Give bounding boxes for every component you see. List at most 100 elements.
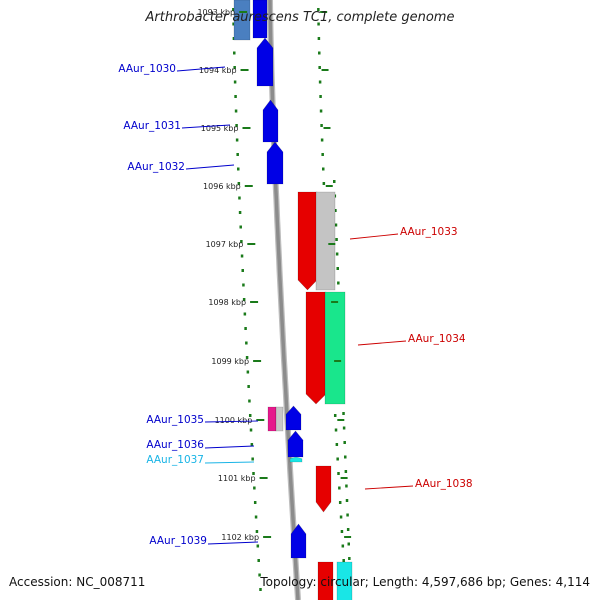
ring-dot xyxy=(240,240,243,243)
ring-dot xyxy=(245,341,248,345)
ring-dot xyxy=(232,37,236,40)
scale-label: 1099 kbp xyxy=(211,357,249,366)
scale-label: 1098 kbp xyxy=(208,298,246,307)
scale-tick xyxy=(263,536,272,538)
scale-tick xyxy=(344,536,352,538)
ring-dot xyxy=(345,499,349,502)
ring-dot xyxy=(342,412,345,415)
gene-label: AAur_1039 xyxy=(149,535,207,547)
ring-dot xyxy=(344,470,348,473)
ring-dot xyxy=(257,559,260,562)
gene-label: AAur_1034 xyxy=(408,333,466,345)
ring-dot xyxy=(346,528,350,531)
ring-dot xyxy=(237,182,241,185)
ring-dot xyxy=(318,51,321,55)
ring-dot xyxy=(334,428,338,432)
ring-dot xyxy=(232,8,235,11)
ring-dot xyxy=(342,559,345,562)
scale-tick xyxy=(242,127,251,129)
gene-bottom-alt xyxy=(336,561,353,600)
ring-dot xyxy=(242,298,246,301)
gene-label: AAur_1038 xyxy=(415,478,473,490)
scale-ticks: 1093 kbp 1094 kbp 1095 kbp 1096 kbp 1097 kbp… xyxy=(197,8,352,542)
gene-aaur-1030 xyxy=(256,37,274,87)
ring-dot xyxy=(348,557,351,560)
scale-tick xyxy=(259,477,268,479)
ring-dot xyxy=(245,356,249,359)
ring-dot xyxy=(246,370,250,374)
gene-label-leader xyxy=(364,485,414,490)
ring-dot xyxy=(238,196,241,200)
gene-aaur-1032 xyxy=(266,141,284,185)
gene-aaur-1039 xyxy=(290,523,307,559)
scale-tick xyxy=(240,69,249,71)
ring-dot xyxy=(338,486,341,490)
ring-dot xyxy=(345,484,348,488)
ring-dot xyxy=(346,513,349,517)
gene-aaur-1037 xyxy=(289,456,303,463)
ring-dot xyxy=(249,428,253,432)
ring-dot xyxy=(243,312,247,316)
ring-dot xyxy=(248,414,252,417)
ring-dot xyxy=(232,22,235,26)
gene-aaur-1038 xyxy=(315,465,332,513)
scale-label: 1102 kbp xyxy=(221,533,259,542)
scale-label: 1097 kbp xyxy=(206,240,244,249)
scale-tick xyxy=(337,419,345,421)
gene-aaur-1034-alt xyxy=(324,291,346,405)
ring-dot xyxy=(247,385,250,388)
map-title: Arthrobacter aurescens TC1, complete gen… xyxy=(145,10,455,25)
gene-aaur-1034 xyxy=(305,291,327,405)
ring-dot xyxy=(238,211,242,214)
ring-dot xyxy=(322,182,326,185)
ring-dot xyxy=(318,80,322,84)
topology-text: Topology: circular; Length: 4,597,686 bp… xyxy=(260,575,590,589)
ring-dot xyxy=(319,109,323,113)
gene-top-forward xyxy=(252,0,268,39)
scale-tick xyxy=(328,243,336,245)
ring-dot xyxy=(254,515,258,519)
ring-dot xyxy=(252,472,255,475)
ring-dot xyxy=(334,209,337,212)
gene-label: AAur_1037 xyxy=(146,454,204,466)
scale-tick xyxy=(323,127,331,129)
gene-features xyxy=(233,0,353,600)
gene-aaur-1033 xyxy=(297,191,318,291)
gene-label: AAur_1033 xyxy=(400,226,458,238)
scale-label: 1093 kbp xyxy=(197,8,235,17)
gene-aaur-1033-shadow xyxy=(315,191,336,291)
ring-dot xyxy=(338,501,342,504)
scale-label: 1100 kbp xyxy=(215,416,253,425)
gene-label-leader xyxy=(204,445,255,449)
ring-dot xyxy=(240,254,244,258)
gene-label: AAur_1030 xyxy=(118,63,176,75)
gene-aaur-1031 xyxy=(262,99,279,143)
scale-tick xyxy=(331,301,339,303)
ring-dot xyxy=(259,588,262,591)
ring-dot xyxy=(241,269,244,272)
gene-label-leader xyxy=(207,541,259,545)
ring-dot xyxy=(258,573,261,577)
ring-dot xyxy=(236,153,239,156)
ring-dot xyxy=(320,138,324,142)
scale-label: 1101 kbp xyxy=(218,474,256,483)
ring-dot xyxy=(239,225,242,229)
ring-dot xyxy=(340,530,344,533)
ring-dot xyxy=(337,472,340,475)
ring-dot xyxy=(334,223,338,227)
ring-dot xyxy=(233,80,237,84)
scale-tick xyxy=(239,11,248,13)
scale-tick xyxy=(244,185,253,187)
gene-label-leader xyxy=(185,164,235,170)
ring-dot xyxy=(317,22,320,26)
ring-dot xyxy=(248,399,251,403)
ring-dot xyxy=(333,180,336,183)
gene-bottom-reverse xyxy=(317,561,334,600)
ring-dot xyxy=(319,95,322,98)
ring-dot xyxy=(337,281,340,285)
scale-label: 1095 kbp xyxy=(201,124,239,133)
ring-dot xyxy=(235,124,238,127)
scale-tick xyxy=(325,185,333,187)
ring-dot xyxy=(250,443,254,446)
